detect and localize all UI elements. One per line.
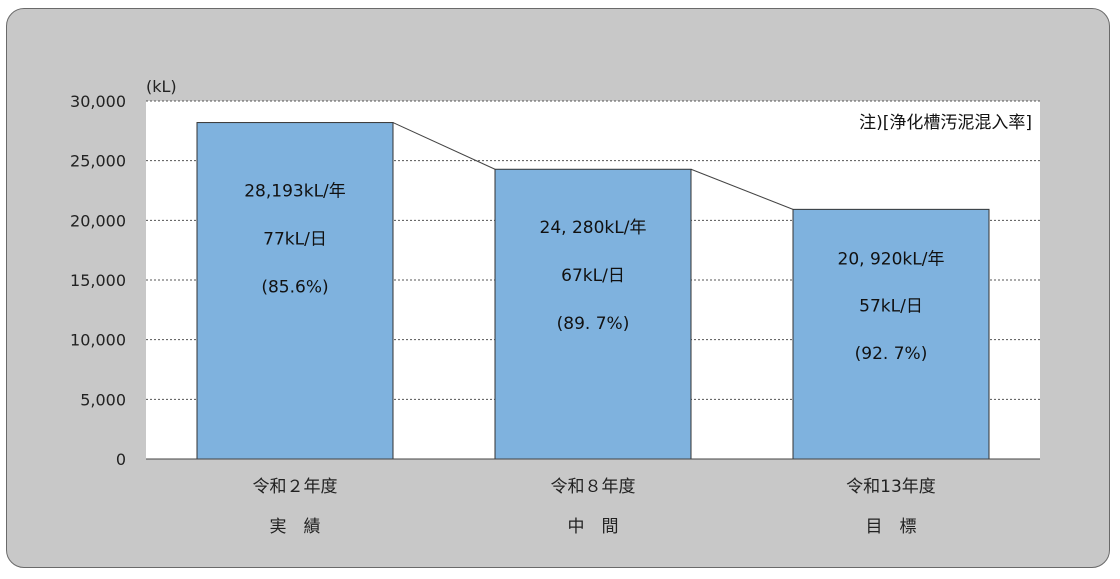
data-label: 77kL/日 — [263, 230, 327, 250]
bars — [196, 122, 990, 460]
y-axis-unit: (kL) — [146, 77, 177, 96]
y-tick-label: 0 — [116, 450, 126, 469]
data-label: 57kL/日 — [859, 297, 923, 317]
category-sublabel: 中 間 — [568, 517, 619, 537]
y-axis-ticks: 0 5,000 10,000 15,000 20,000 25,000 30,000 — [70, 92, 126, 469]
category-sublabel: 目 標 — [866, 517, 917, 537]
data-label: (85.6%) — [261, 278, 328, 298]
data-label: 20, 920kL/年 — [838, 249, 945, 269]
bar — [792, 208, 990, 460]
category-label: 令和８年度 — [551, 477, 636, 497]
category-sublabel: 実 績 — [270, 517, 321, 537]
y-tick-label: 30,000 — [70, 92, 126, 111]
chart-note: 注)[浄化槽汚泥混入率] — [859, 113, 1032, 133]
category-label: 令和２年度 — [253, 477, 338, 497]
connector-line — [392, 122, 496, 170]
data-labels: 28,193kL/年 77kL/日 (85.6%) 24, 280kL/年 67kL/日… — [244, 182, 944, 365]
y-tick-label: 20,000 — [70, 211, 126, 230]
connector-line — [690, 168, 794, 210]
data-label: 24, 280kL/年 — [540, 218, 647, 238]
y-tick-label: 15,000 — [70, 271, 126, 290]
data-label: 28,193kL/年 — [244, 182, 346, 202]
data-label: 67kL/日 — [561, 266, 625, 286]
data-label: (92. 7%) — [855, 344, 928, 364]
connector-lines — [392, 122, 794, 210]
y-tick-label: 5,000 — [80, 390, 126, 409]
bar — [196, 122, 394, 460]
data-label: (89. 7%) — [557, 314, 630, 334]
y-tick-label: 10,000 — [70, 331, 126, 350]
y-tick-label: 25,000 — [70, 152, 126, 171]
category-label: 令和13年度 — [846, 477, 936, 497]
